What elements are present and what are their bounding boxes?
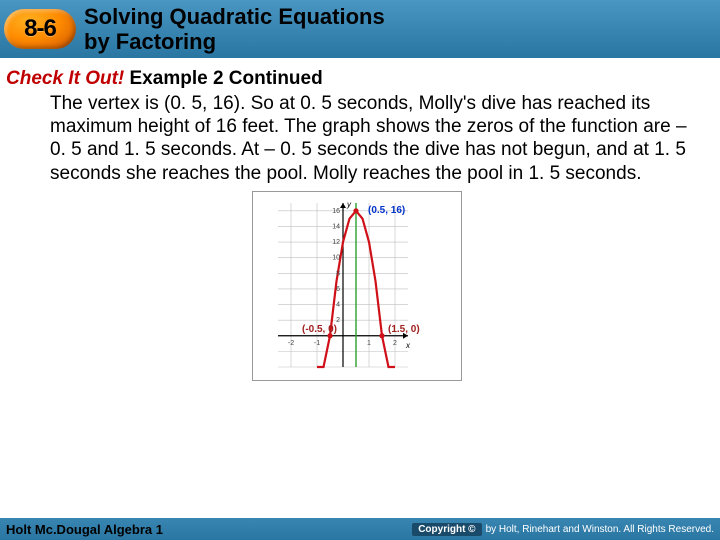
section-number: 8-6 [24, 15, 56, 43]
footer-bar: Holt Mc.Dougal Algebra 1 Copyright © by … [0, 518, 720, 540]
example-number: Example 2 Continued [124, 68, 322, 89]
check-it-out-label: Check It Out! [6, 68, 124, 89]
section-badge: 8-6 [4, 9, 76, 49]
parabola-graph: 246810121416-2-112xy(0.5, 16)(-0.5, 0)(1… [252, 191, 462, 381]
svg-text:2: 2 [393, 339, 397, 346]
svg-text:12: 12 [332, 239, 340, 246]
svg-text:(-0.5, 0): (-0.5, 0) [302, 323, 337, 334]
header-title: Solving Quadratic Equations by Factoring [84, 4, 385, 55]
svg-text:1: 1 [367, 339, 371, 346]
svg-text:16: 16 [332, 207, 340, 214]
svg-text:14: 14 [332, 223, 340, 230]
title-line-1: Solving Quadratic Equations [84, 4, 385, 29]
title-line-2: by Factoring [84, 29, 385, 54]
svg-text:-2: -2 [288, 339, 294, 346]
svg-text:(0.5, 16): (0.5, 16) [368, 204, 405, 215]
content-area: Check It Out! Example 2 Continued The ve… [0, 58, 720, 381]
svg-text:8: 8 [336, 270, 340, 277]
rights-text: by Holt, Rinehart and Winston. All Right… [486, 524, 714, 535]
copyright-badge: Copyright © [412, 523, 481, 536]
svg-text:10: 10 [332, 254, 340, 261]
svg-text:6: 6 [336, 286, 340, 293]
footer-copyright: Copyright © by Holt, Rinehart and Winsto… [412, 523, 714, 536]
svg-text:(1.5, 0): (1.5, 0) [388, 323, 420, 334]
svg-text:-1: -1 [314, 339, 320, 346]
graph-container: 246810121416-2-112xy(0.5, 16)(-0.5, 0)(1… [6, 191, 708, 381]
svg-text:4: 4 [336, 301, 340, 308]
header-bar: 8-6 Solving Quadratic Equations by Facto… [0, 0, 720, 58]
footer-book-title: Holt Mc.Dougal Algebra 1 [6, 522, 163, 537]
body-paragraph: The vertex is (0. 5, 16). So at 0. 5 sec… [6, 92, 708, 185]
example-heading: Check It Out! Example 2 Continued [6, 68, 708, 90]
